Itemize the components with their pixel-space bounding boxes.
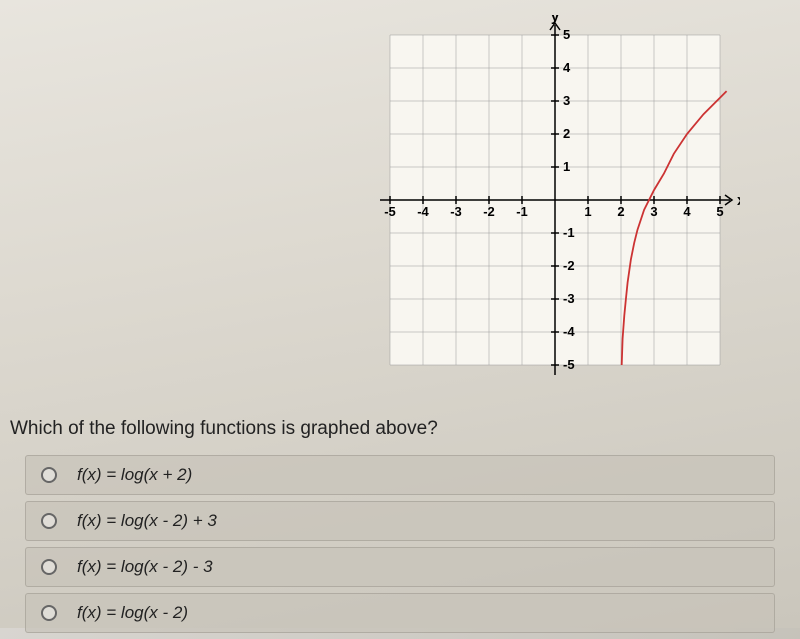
svg-text:4: 4 bbox=[683, 204, 691, 219]
svg-text:1: 1 bbox=[584, 204, 591, 219]
radio-icon bbox=[41, 467, 57, 483]
svg-text:4: 4 bbox=[563, 60, 571, 75]
option-c[interactable]: f(x) = log(x - 2) - 3 bbox=[25, 547, 775, 587]
svg-text:3: 3 bbox=[650, 204, 657, 219]
option-label: f(x) = log(x - 2) + 3 bbox=[77, 511, 217, 531]
radio-icon bbox=[41, 559, 57, 575]
svg-text:-4: -4 bbox=[417, 204, 429, 219]
quiz-page: -5 -4 -3 -2 -1 1 2 3 4 5 5 4 3 2 1 -1 -2… bbox=[0, 0, 800, 628]
svg-text:-4: -4 bbox=[563, 324, 575, 339]
option-label: f(x) = log(x + 2) bbox=[77, 465, 192, 485]
question-text: Which of the following functions is grap… bbox=[10, 418, 438, 440]
svg-text:1: 1 bbox=[563, 159, 570, 174]
svg-text:-5: -5 bbox=[563, 357, 575, 372]
svg-text:-2: -2 bbox=[563, 258, 575, 273]
graph-container: -5 -4 -3 -2 -1 1 2 3 4 5 5 4 3 2 1 -1 -2… bbox=[370, 15, 740, 385]
svg-text:5: 5 bbox=[716, 204, 723, 219]
svg-text:2: 2 bbox=[617, 204, 624, 219]
radio-icon bbox=[41, 513, 57, 529]
svg-text:-2: -2 bbox=[483, 204, 495, 219]
radio-icon bbox=[41, 605, 57, 621]
svg-text:-3: -3 bbox=[450, 204, 462, 219]
option-b[interactable]: f(x) = log(x - 2) + 3 bbox=[25, 501, 775, 541]
svg-text:3: 3 bbox=[563, 93, 570, 108]
svg-text:-1: -1 bbox=[516, 204, 528, 219]
option-d[interactable]: f(x) = log(x - 2) bbox=[25, 593, 775, 633]
y-axis-label: y bbox=[551, 15, 560, 25]
x-axis-label: x bbox=[737, 192, 740, 209]
svg-text:-1: -1 bbox=[563, 225, 575, 240]
options-list: f(x) = log(x + 2) f(x) = log(x - 2) + 3 … bbox=[25, 455, 775, 639]
svg-text:2: 2 bbox=[563, 126, 570, 141]
option-a[interactable]: f(x) = log(x + 2) bbox=[25, 455, 775, 495]
option-label: f(x) = log(x - 2) - 3 bbox=[77, 557, 213, 577]
function-graph: -5 -4 -3 -2 -1 1 2 3 4 5 5 4 3 2 1 -1 -2… bbox=[370, 15, 740, 385]
option-label: f(x) = log(x - 2) bbox=[77, 603, 188, 623]
svg-text:-5: -5 bbox=[384, 204, 396, 219]
svg-text:-3: -3 bbox=[563, 291, 575, 306]
svg-text:5: 5 bbox=[563, 27, 570, 42]
